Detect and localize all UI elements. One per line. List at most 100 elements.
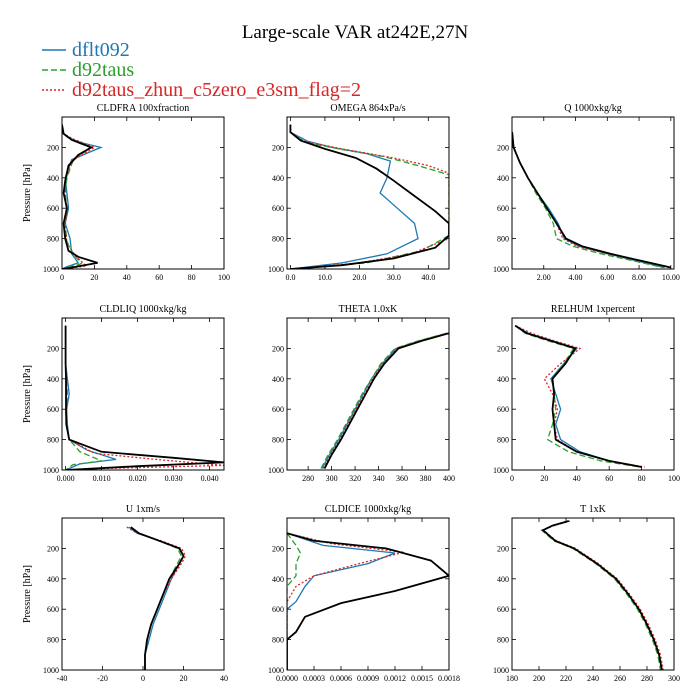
panel: CLDLIQ 1000xkg/kg 0.000 0.010 0.020 0.030 0.0…: [22, 304, 225, 483]
y-tick-label: 400: [497, 174, 509, 183]
y-tick-label: 800: [497, 436, 509, 445]
x-tick-label: 220: [560, 674, 572, 683]
y-tick-label: 400: [497, 375, 509, 384]
series-line: [289, 124, 449, 269]
x-tick-label: 6.00: [600, 273, 614, 282]
y-tick-label: 600: [272, 605, 284, 614]
plot-frame: [61, 116, 225, 270]
x-tick-label: 0.0006: [330, 674, 352, 683]
series-line: [130, 526, 183, 670]
legend-label: dflt092: [72, 39, 130, 61]
y-tick-label: 800: [497, 235, 509, 244]
series-line: [287, 532, 449, 670]
plot-frame: [61, 317, 225, 471]
x-tick-label: 0.0012: [384, 674, 406, 683]
y-tick-label: 800: [47, 235, 59, 244]
x-tick-label: 20: [180, 674, 188, 683]
legend-label: d92taus_zhun_c5zero_e3sm_flag=2: [72, 79, 361, 101]
x-tick-label: 8.00: [632, 273, 646, 282]
y-tick-label: 1000: [268, 466, 284, 475]
x-tick-label: 60: [155, 273, 163, 282]
y-tick-label: 400: [497, 575, 509, 584]
x-tick-label: 40: [573, 474, 581, 483]
series-line: [514, 325, 642, 468]
y-tick-label: 400: [272, 575, 284, 584]
panel: OMEGA 864xPa/s 0.0 10.0 20.0 30.0 40.0 200 400 6…: [268, 103, 450, 282]
y-tick-label: 200: [497, 143, 509, 152]
x-tick-label: 0.0015: [411, 674, 433, 683]
x-tick-label: -40: [57, 674, 68, 683]
x-tick-label: 10.0: [318, 273, 332, 282]
y-tick-label: 1000: [268, 666, 284, 675]
panel-title: U 1xm/s: [126, 504, 160, 515]
y-tick-label: 1000: [493, 265, 509, 274]
y-tick-label: 1000: [43, 265, 59, 274]
plot-frame: [511, 517, 675, 671]
y-tick-label: 200: [47, 143, 59, 152]
y-tick-label: 400: [47, 375, 59, 384]
series-line: [289, 124, 449, 269]
y-tick-label: 600: [497, 405, 509, 414]
x-tick-label: 30.0: [387, 273, 401, 282]
panel: CLDFRA 100xfraction 0 20 40 60 80 100 200 400 600…: [22, 103, 230, 282]
x-tick-label: 80: [188, 273, 196, 282]
series-group: [126, 526, 187, 670]
y-tick-label: 600: [272, 405, 284, 414]
x-tick-label: -20: [97, 674, 108, 683]
panel-title: OMEGA 864xPa/s: [330, 103, 405, 114]
x-tick-label: 4.00: [569, 273, 583, 282]
x-tick-label: 240: [587, 674, 599, 683]
y-tick-label: 200: [47, 344, 59, 353]
x-tick-label: 20.0: [352, 273, 366, 282]
y-tick-label: 800: [272, 436, 284, 445]
y-tick-label: 800: [272, 235, 284, 244]
panel: T 1xK 180 200 220 240 260 280 300 200 400 600 800 10…: [493, 504, 680, 683]
x-tick-label: 0.020: [129, 474, 147, 483]
y-axis-label: Pressure [hPa]: [22, 565, 33, 623]
x-tick-label: 380: [420, 474, 432, 483]
series-line: [64, 325, 224, 470]
series-line: [514, 325, 641, 468]
x-tick-label: 0.010: [93, 474, 111, 483]
legend: dflt092d92tausd92taus_zhun_c5zero_e3sm_f…: [42, 39, 361, 101]
x-tick-label: 10.00: [662, 273, 680, 282]
x-tick-label: 360: [396, 474, 408, 483]
y-tick-label: 400: [47, 575, 59, 584]
series-line: [512, 132, 671, 269]
y-tick-label: 1000: [493, 666, 509, 675]
x-tick-label: 40: [220, 674, 228, 683]
y-tick-label: 600: [47, 605, 59, 614]
y-tick-label: 200: [497, 544, 509, 553]
series-group: [514, 324, 645, 468]
plot-frame: [511, 317, 675, 471]
x-tick-label: 40.0: [421, 273, 435, 282]
x-tick-label: 260: [614, 674, 626, 683]
series-line: [287, 532, 405, 670]
x-tick-label: 0.0009: [357, 674, 379, 683]
x-tick-label: 40: [123, 273, 131, 282]
x-tick-label: 0: [510, 474, 514, 483]
x-tick-label: 80: [638, 474, 646, 483]
series-group: [287, 532, 449, 670]
y-tick-label: 800: [47, 636, 59, 645]
series-group: [62, 124, 103, 269]
series-line: [514, 324, 642, 468]
y-tick-label: 800: [47, 436, 59, 445]
x-tick-label: 100: [668, 474, 680, 483]
y-axis-label: Pressure [hPa]: [22, 365, 33, 423]
panel-title: Q 1000xkg/kg: [564, 103, 622, 114]
series-line: [320, 332, 447, 469]
x-tick-label: 0.0000: [276, 674, 298, 683]
y-tick-label: 600: [497, 204, 509, 213]
series-group: [320, 332, 449, 469]
x-tick-label: 0.030: [165, 474, 183, 483]
series-line: [62, 124, 96, 269]
plot-frame: [286, 116, 450, 270]
x-tick-label: 2.00: [537, 273, 551, 282]
x-tick-label: 400: [443, 474, 455, 483]
x-tick-label: 0.040: [201, 474, 219, 483]
y-tick-label: 200: [497, 344, 509, 353]
y-tick-label: 1000: [493, 466, 509, 475]
x-tick-label: 320: [349, 474, 361, 483]
